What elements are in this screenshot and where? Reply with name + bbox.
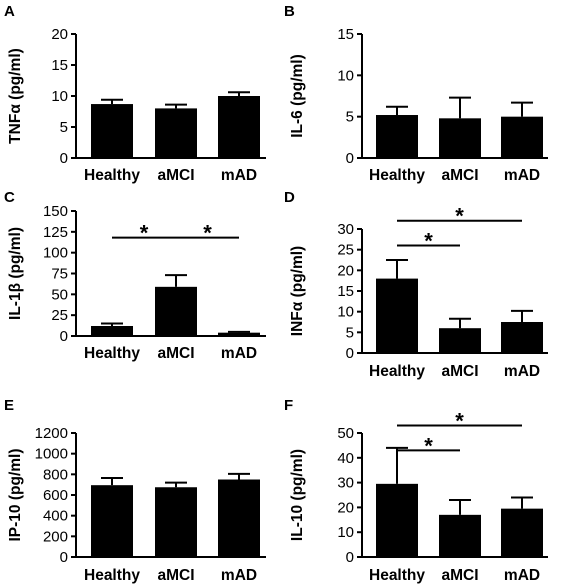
y-tick-label: 20: [51, 26, 68, 43]
category-label: Healthy: [369, 363, 425, 380]
y-tick-label: 10: [337, 524, 354, 541]
y-tick-label: 15: [51, 57, 68, 74]
panel-letter: E: [4, 397, 14, 414]
significance-star: *: [424, 229, 433, 254]
y-tick-label: 1200: [35, 425, 68, 442]
y-axis-label: INFα (pg/ml): [289, 246, 306, 336]
category-label: Healthy: [369, 567, 425, 584]
category-label: aMCI: [441, 363, 478, 380]
panel-letter: D: [284, 189, 295, 206]
significance-star: *: [455, 204, 464, 229]
panel-d: D 0 5 10 15 20 25 30 INFα (pg/ml) Healthy aMCI mAD *…: [284, 189, 548, 380]
y-tick-label: 25: [51, 307, 68, 324]
y-tick-label: 150: [43, 203, 68, 220]
bar-mad: [218, 332, 260, 336]
bar-mad: [218, 479, 260, 557]
y-tick-label: 100: [43, 245, 68, 262]
y-tick-label: 30: [337, 221, 354, 238]
y-tick-label: 30: [337, 475, 354, 492]
bar-healthy: [91, 326, 133, 336]
category-label: mAD: [504, 167, 540, 184]
y-axis-label: IL-6 (pg/ml): [289, 54, 306, 138]
category-label: aMCI: [157, 345, 194, 362]
y-tick-label: 50: [51, 286, 68, 303]
panel-f: F 0 10 20 30 40 50 IL-10 (pg/ml) Healthy aMCI mAD *…: [284, 397, 548, 584]
category-label: mAD: [221, 567, 257, 584]
y-tick-label: 10: [337, 304, 354, 321]
category-label: Healthy: [369, 167, 425, 184]
bar-mad: [218, 96, 260, 158]
category-label: Healthy: [84, 345, 140, 362]
category-label: aMCI: [157, 167, 194, 184]
y-tick-label: 0: [60, 150, 68, 167]
y-tick-label: 0: [346, 345, 354, 362]
significance-star: *: [455, 409, 464, 434]
bar-amci: [439, 328, 481, 353]
y-tick-label: 40: [337, 450, 354, 467]
y-tick-label: 50: [337, 425, 354, 442]
y-tick-label: 5: [60, 119, 68, 136]
y-tick-label: 75: [51, 266, 68, 283]
y-tick-label: 400: [43, 508, 68, 525]
y-axis-label: IL-10 (pg/ml): [289, 449, 306, 541]
category-label: mAD: [504, 567, 540, 584]
panel-b: B 0 5 10 15 IL-6 (pg/ml) Healthy aMCI mAD: [284, 3, 548, 184]
y-tick-label: 20: [337, 499, 354, 516]
category-label: aMCI: [441, 167, 478, 184]
panel-c: C 0 25 50 75 100 125 150 IL-1β (pg/ml) Healthy aMC…: [4, 189, 266, 362]
bar-mad: [501, 116, 543, 158]
bar-healthy: [376, 278, 418, 353]
y-tick-label: 25: [337, 242, 354, 259]
y-tick-label: 10: [337, 67, 354, 84]
bar-amci: [439, 514, 481, 557]
category-label: Healthy: [84, 167, 140, 184]
panel-a: A 0 5 10 15 20 TNFα (pg/ml) Healthy aMCI mAD: [4, 3, 266, 184]
bar-amci: [155, 487, 197, 557]
y-axis-label: TNFα (pg/ml): [7, 48, 24, 144]
y-tick-label: 0: [346, 150, 354, 167]
panel-letter: F: [284, 397, 293, 414]
y-tick-label: 0: [60, 328, 68, 345]
panel-letter: B: [284, 3, 295, 20]
y-tick-label: 20: [337, 262, 354, 279]
bar-amci: [155, 286, 197, 336]
bar-amci: [155, 108, 197, 158]
y-tick-label: 15: [337, 283, 354, 300]
category-label: Healthy: [84, 567, 140, 584]
y-tick-label: 0: [60, 549, 68, 566]
panel-letter: A: [4, 3, 15, 20]
bar-healthy: [376, 115, 418, 158]
significance-star: *: [424, 433, 433, 458]
y-tick-label: 600: [43, 487, 68, 504]
significance-star: *: [140, 221, 149, 246]
y-tick-label: 5: [346, 324, 354, 341]
bar-healthy: [91, 104, 133, 158]
y-tick-label: 200: [43, 528, 68, 545]
category-label: aMCI: [157, 567, 194, 584]
y-tick-label: 0: [346, 549, 354, 566]
bar-healthy: [91, 485, 133, 557]
bar-amci: [439, 118, 481, 158]
category-label: aMCI: [441, 567, 478, 584]
category-label: mAD: [504, 363, 540, 380]
category-label: mAD: [221, 167, 257, 184]
y-axis-label: IP-10 (pg/ml): [7, 448, 24, 541]
y-tick-label: 1000: [35, 446, 68, 463]
y-axis-label: IL-1β (pg/ml): [7, 227, 24, 320]
y-tick-label: 15: [337, 26, 354, 43]
panel-letter: C: [4, 189, 15, 206]
y-tick-label: 800: [43, 466, 68, 483]
category-label: mAD: [221, 345, 257, 362]
bar-healthy: [376, 483, 418, 557]
bar-mad: [501, 508, 543, 557]
significance-star: *: [203, 221, 212, 246]
bar-mad: [501, 322, 543, 353]
panel-e: E 0 200 400 600 800 1000 1200 IP-10 (pg/ml) Healt…: [4, 397, 266, 584]
y-tick-label: 10: [51, 88, 68, 105]
y-tick-label: 5: [346, 109, 354, 126]
y-tick-label: 125: [43, 224, 68, 241]
